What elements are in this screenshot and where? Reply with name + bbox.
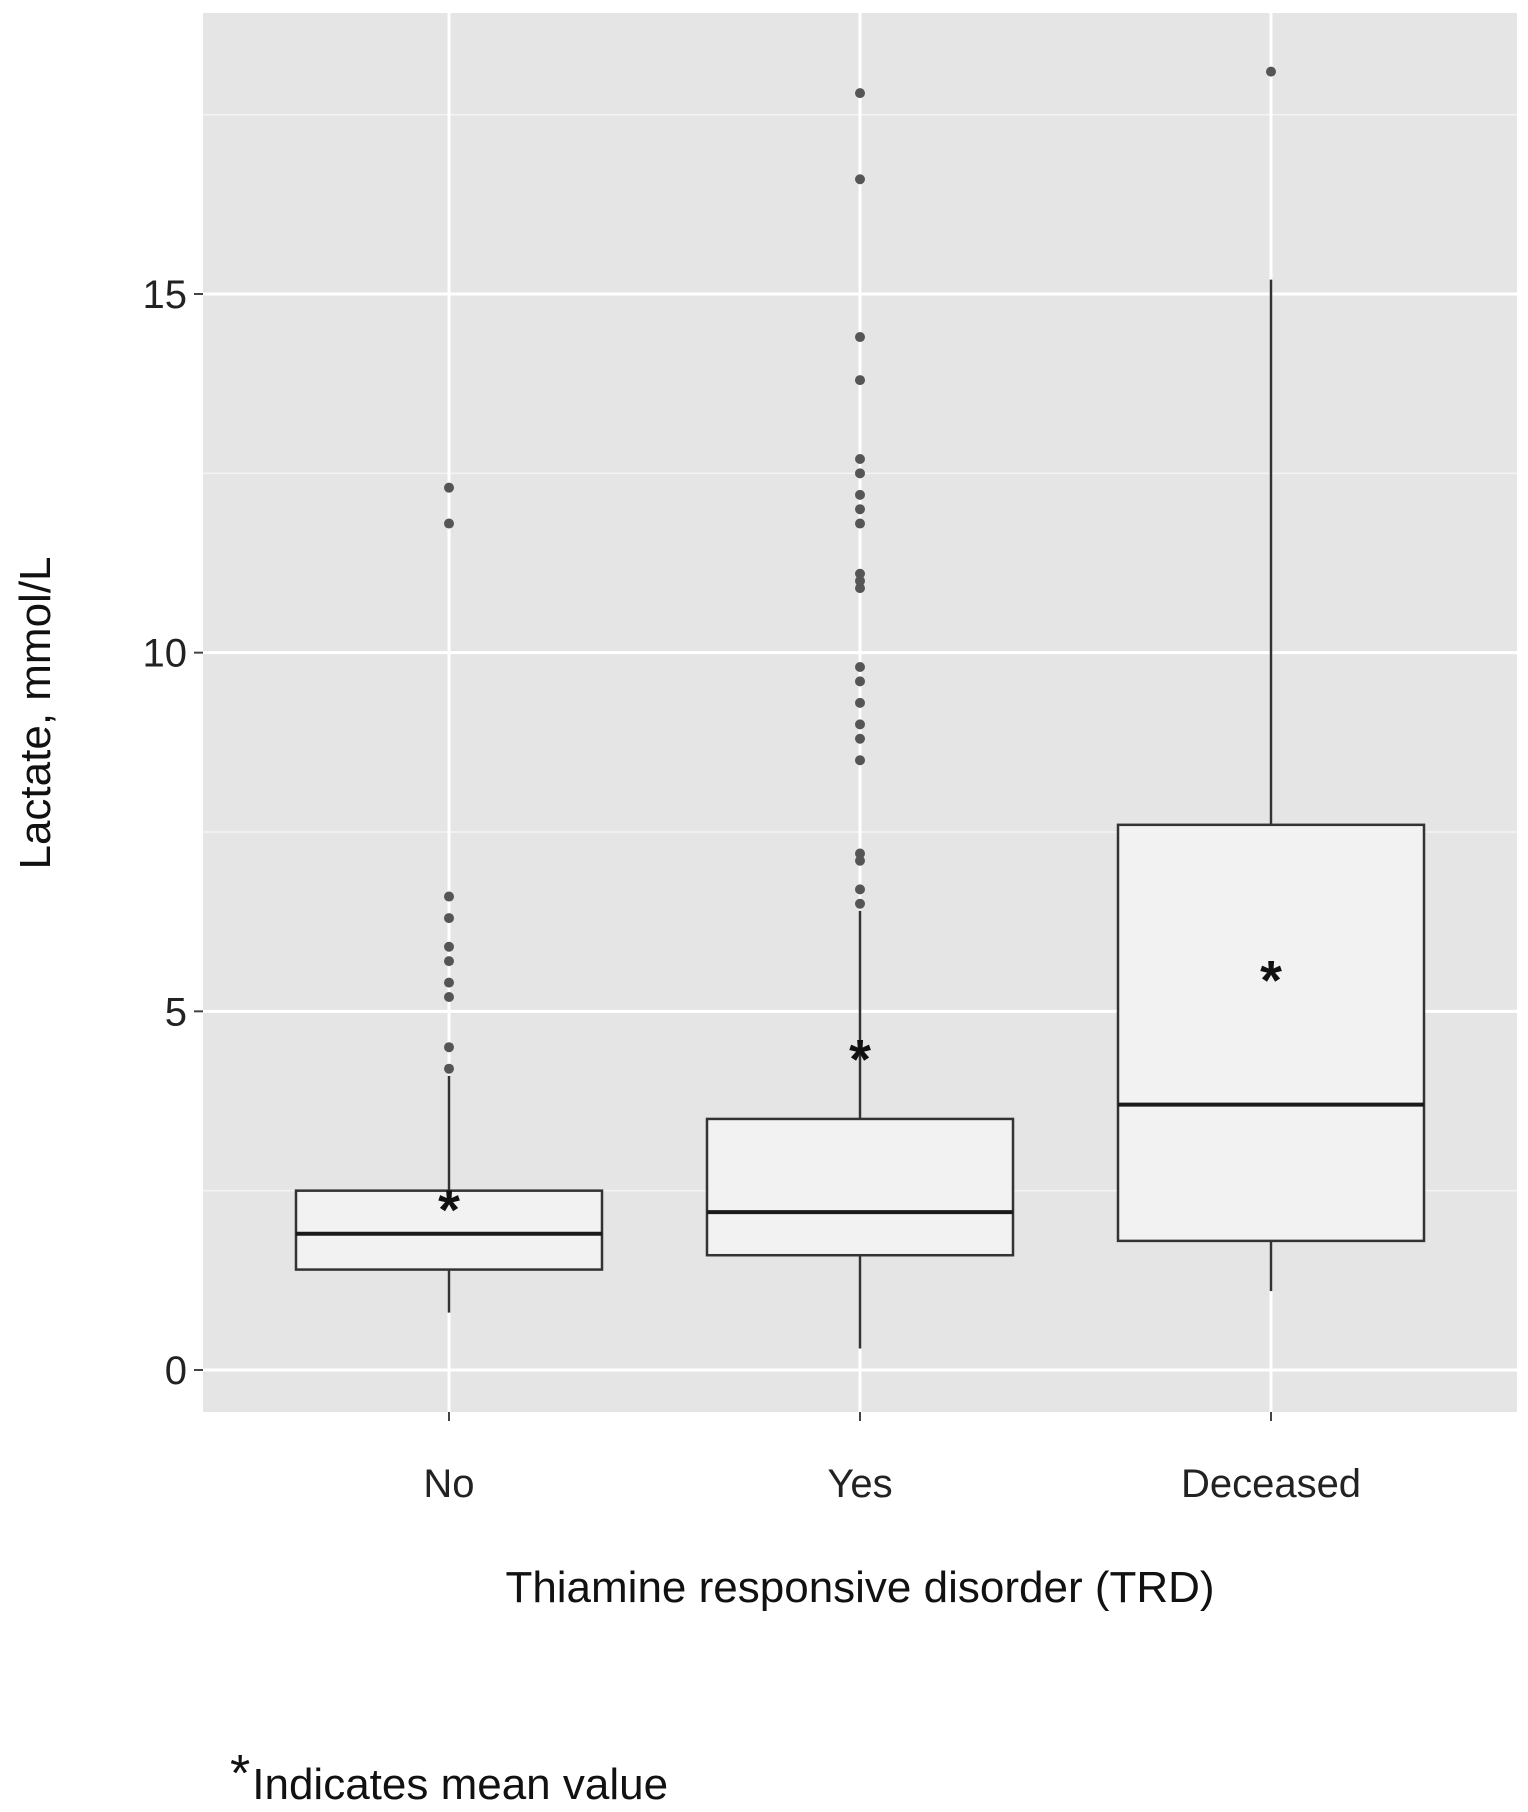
- x-tick-label: Deceased: [1181, 1462, 1361, 1506]
- x-tick-label: Yes: [827, 1462, 892, 1506]
- outlier-point: [855, 489, 865, 500]
- outlier-point: [444, 891, 454, 902]
- outlier-point: [444, 1063, 454, 1074]
- outlier-point: [1266, 66, 1276, 77]
- outlier-point: [444, 991, 454, 1002]
- mean-marker: *: [849, 1027, 871, 1090]
- x-tick-label: No: [423, 1462, 474, 1506]
- y-tick-label: 15: [143, 273, 188, 317]
- outlier-point: [855, 375, 865, 386]
- outlier-point: [855, 575, 865, 586]
- iqr-box: [705, 1117, 1015, 1257]
- footnote-symbol: *: [230, 1745, 251, 1803]
- y-tick-label: 10: [143, 632, 188, 676]
- outlier-point: [855, 568, 865, 579]
- outlier-point: [444, 913, 454, 924]
- outlier-point: [855, 697, 865, 708]
- outlier-point: [855, 676, 865, 687]
- outlier-point: [444, 941, 454, 952]
- y-axis-ticks: 0 5 10 15: [143, 273, 203, 1393]
- outlier-point: [855, 468, 865, 479]
- mean-marker: *: [1260, 948, 1282, 1011]
- outlier-point: [444, 518, 454, 529]
- outlier-point: [855, 518, 865, 529]
- outlier-point: [855, 332, 865, 343]
- x-axis-title: Thiamine responsive disorder (TRD): [505, 1563, 1214, 1612]
- outlier-point: [855, 662, 865, 673]
- y-axis-title: Lactate, mmol/L: [11, 556, 60, 869]
- outlier-point: [855, 898, 865, 909]
- outlier-point: [444, 956, 454, 967]
- boxplot-chart: * * * 0 5 10 15 No Yes Deceased Lactate, mmol/L…: [11, 13, 1517, 1612]
- outlier-point: [855, 848, 865, 859]
- box-deceased: *: [1116, 66, 1426, 1292]
- outlier-point: [855, 855, 865, 866]
- x-axis-ticks: No Yes Deceased: [423, 1412, 1361, 1506]
- footnote-text: Indicates mean value: [252, 1760, 669, 1809]
- box-yes: *: [705, 88, 1015, 1349]
- outlier-point: [855, 755, 865, 766]
- mean-marker: *: [438, 1178, 460, 1241]
- outlier-point: [855, 88, 865, 99]
- outlier-point: [444, 1042, 454, 1053]
- outlier-point: [855, 453, 865, 464]
- y-tick-label: 0: [165, 1349, 187, 1393]
- footnote: *Indicates mean value: [230, 1745, 669, 1812]
- y-tick-label: 5: [165, 990, 187, 1034]
- box-no: *: [294, 482, 604, 1313]
- outlier-point: [855, 174, 865, 185]
- outlier-point: [855, 719, 865, 730]
- outlier-point: [444, 482, 454, 493]
- outlier-point: [855, 583, 865, 594]
- iqr-box: [1116, 823, 1426, 1243]
- outlier-point: [444, 977, 454, 988]
- outlier-point: [855, 504, 865, 515]
- box-group: * * *: [294, 66, 1426, 1349]
- iqr-box: [294, 1189, 604, 1271]
- outlier-point: [855, 884, 865, 895]
- outlier-point: [855, 733, 865, 744]
